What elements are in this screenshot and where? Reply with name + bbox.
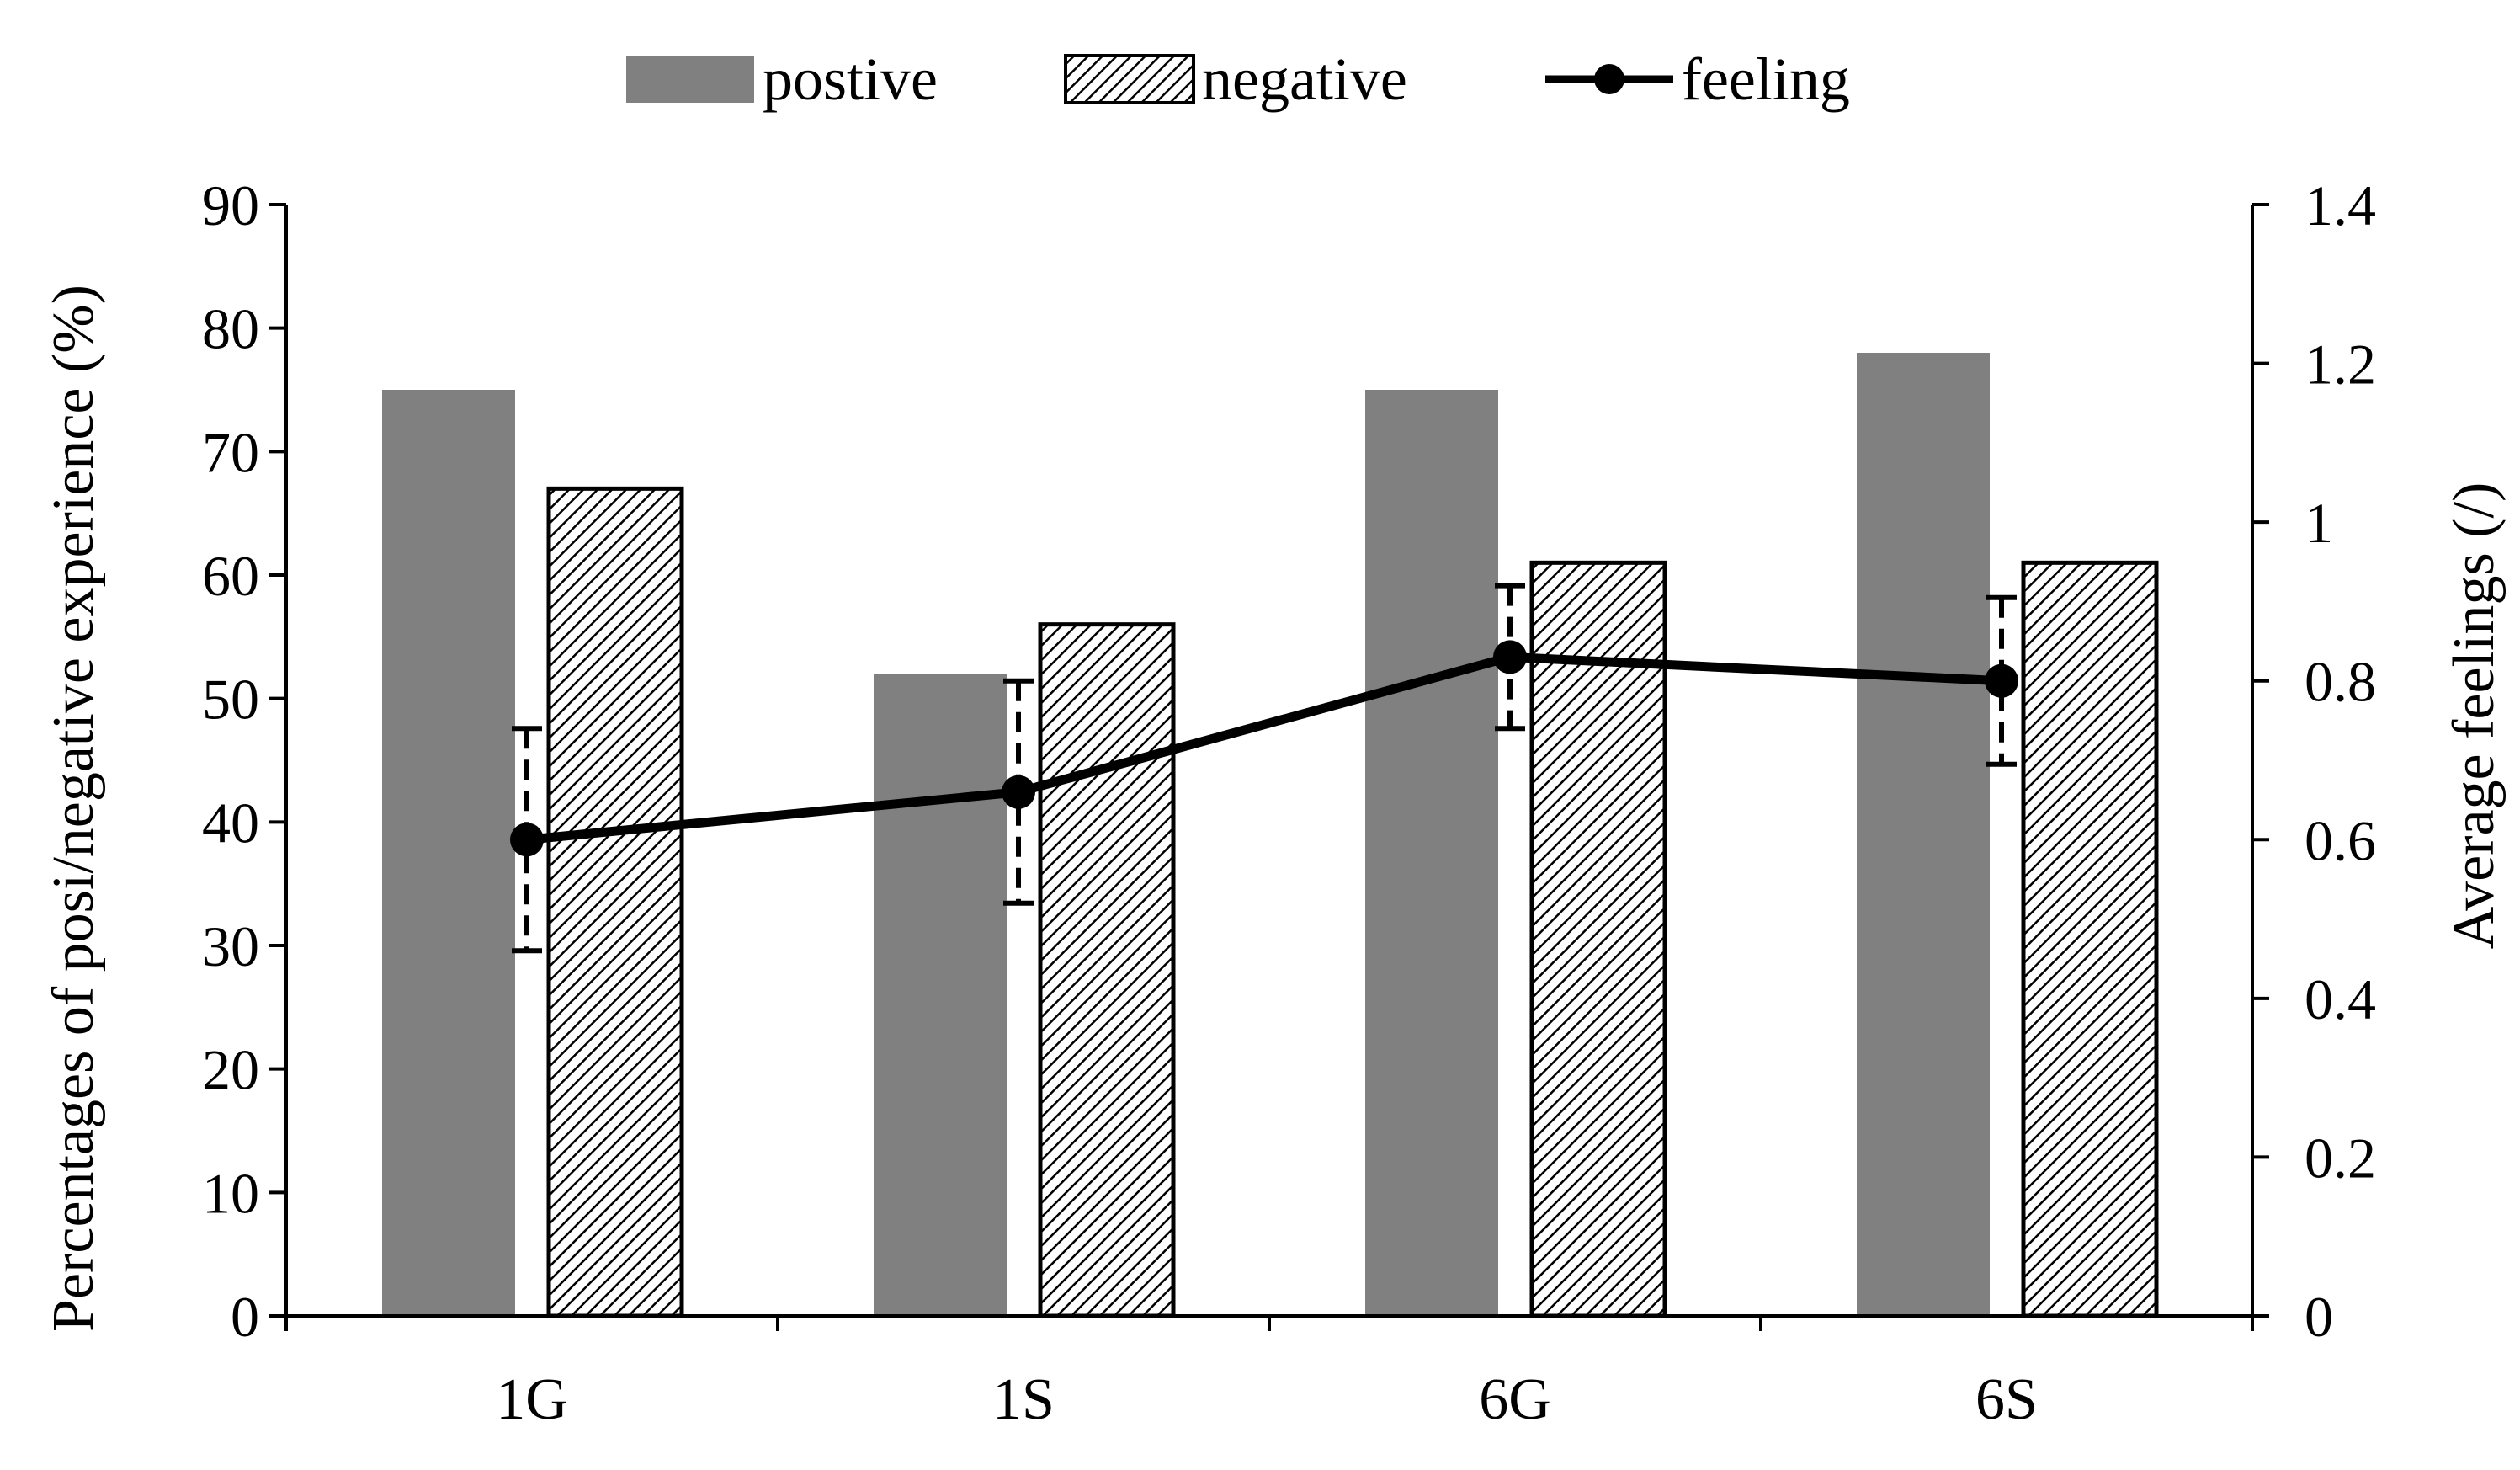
x-tick-label-6G: 6G [1479, 1367, 1551, 1432]
y-right-tick-label: 1.4 [2305, 173, 2376, 237]
y-left-tick-label: 50 [202, 668, 259, 732]
bar-negative-6G [1529, 560, 1667, 1318]
x-tick-label-1G: 1G [496, 1367, 568, 1432]
y-left-tick-label: 70 [202, 420, 259, 484]
y-right-tick-label: 0.4 [2305, 967, 2376, 1031]
bar-postive-1G [382, 390, 515, 1316]
y-right-tick-label: 0.8 [2305, 650, 2376, 714]
y-left-tick-label: 40 [202, 791, 259, 855]
legend: postive negative feeling [626, 45, 1850, 113]
legend-label-feeling: feeling [1682, 45, 1850, 113]
x-tick-label-1S: 1S [992, 1367, 1055, 1432]
y-axis-right-title: Average feelings (/) [2442, 482, 2507, 950]
y-left-tick-label: 20 [202, 1038, 259, 1102]
bar-negative-6S [2021, 560, 2159, 1318]
feeling-line [526, 652, 2002, 844]
y-right-tick-label: 1 [2305, 491, 2333, 555]
legend-label-negative: negative [1202, 45, 1407, 113]
y-left-tick-label: 30 [202, 914, 259, 978]
bar-negative-1S [1038, 622, 1176, 1318]
bar-postive-6S [1857, 353, 1990, 1316]
y-left-tick-label: 90 [202, 173, 259, 237]
y-right-tick-label: 0.6 [2305, 808, 2376, 872]
y-axis-left-title: Percentages of posi/negative experience … [41, 285, 106, 1332]
bars [382, 353, 2159, 1318]
feeling-point-6G [1493, 640, 1527, 674]
legend-label-postive: postive [763, 45, 938, 113]
y-left-tick-label: 0 [231, 1285, 259, 1349]
feeling-series [510, 583, 2018, 954]
bar-postive-6G [1365, 390, 1498, 1316]
legend-swatch-postive [626, 56, 754, 103]
feeling-point-1S [1002, 775, 1035, 809]
y-right-tick-label: 0 [2305, 1285, 2333, 1349]
y-left-tick-label: 60 [202, 544, 259, 608]
legend-swatch-feeling-marker [1594, 64, 1624, 94]
y-right-tick-label: 0.2 [2305, 1126, 2376, 1190]
legend-swatch-negative [1064, 54, 1195, 104]
x-tick-label-6S: 6S [1975, 1367, 2038, 1432]
bar-negative-1G [546, 486, 684, 1318]
y-left-tick-label: 80 [202, 297, 259, 361]
feeling-point-1G [510, 823, 544, 857]
axes: 0 10 20 30 40 50 60 70 80 90 0 0.2 0.4 0.6 0.8 1 1.2 1.4 1… [202, 173, 2376, 1432]
feeling-point-6S [1985, 663, 2018, 698]
y-right-tick-label: 1.2 [2305, 333, 2376, 397]
y-left-tick-label: 10 [202, 1161, 259, 1225]
bar-postive-1S [874, 674, 1007, 1316]
